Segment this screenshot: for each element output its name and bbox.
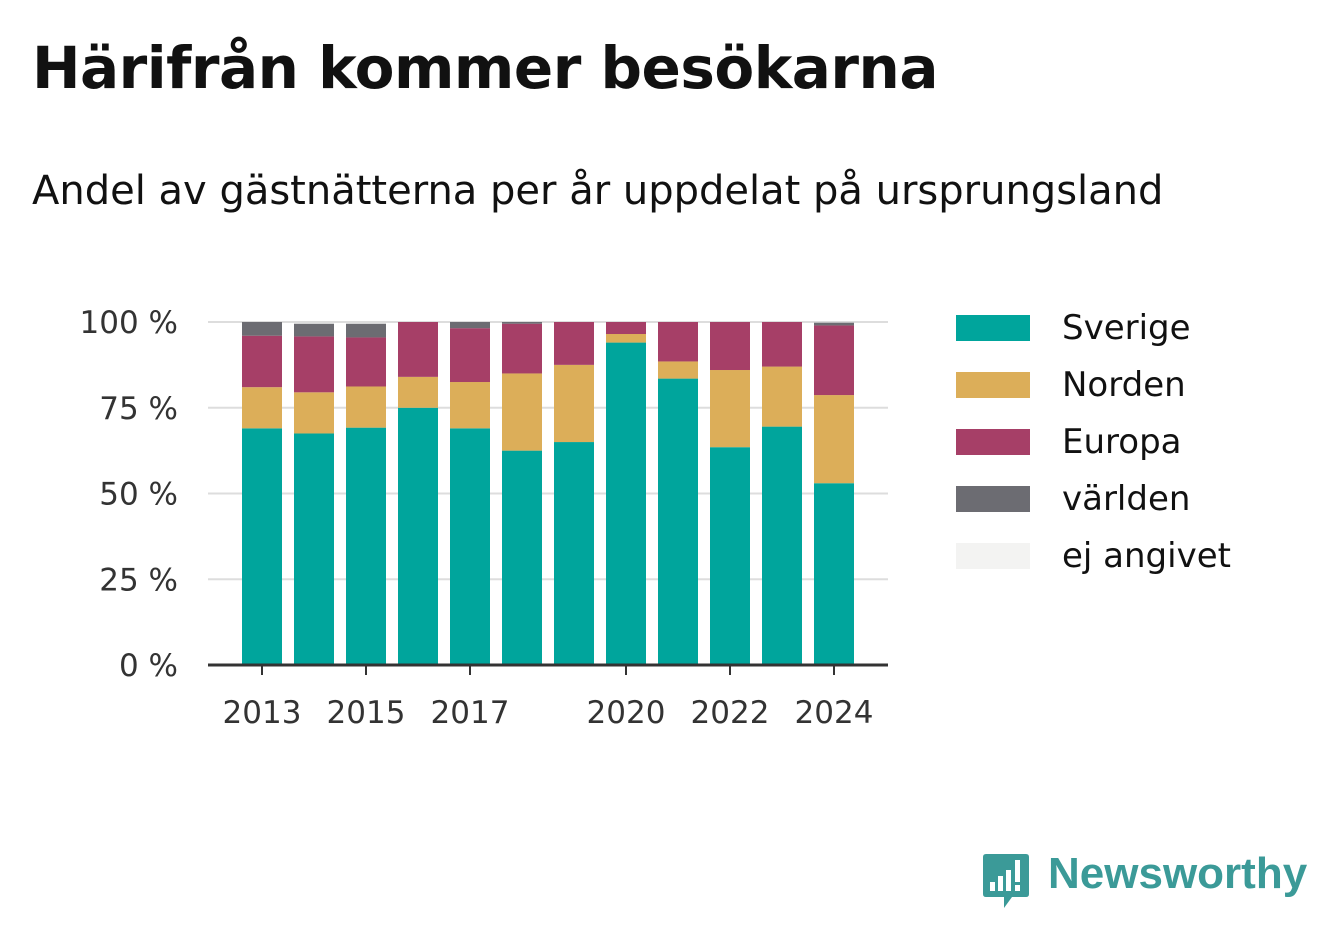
y-tick-label: 75 % [99, 391, 178, 427]
bar-segment-europa-2013 [242, 335, 282, 388]
y-tick-label: 100 % [80, 305, 178, 341]
bar-segment-europa-2022 [710, 322, 750, 371]
bar-segment-europa-2023 [762, 322, 802, 367]
bar-segment-världen-2015 [346, 323, 386, 338]
legend-swatch [956, 315, 1030, 341]
x-tick-label: 2024 [795, 695, 874, 731]
axes: 0 % 25 % 50 % 75 % 100 % 2013 2015 2017 2020 2022… [80, 305, 888, 731]
bar-segment-norden-2017 [450, 382, 490, 429]
x-tick-label: 2020 [587, 695, 666, 731]
legend-swatch [956, 486, 1030, 512]
legend-label: ej angivet [1062, 536, 1231, 576]
legend-label: Sverige [1062, 308, 1191, 348]
bar-segment-sverige-2023 [762, 426, 802, 665]
bar-segment-europa-2024 [814, 325, 854, 396]
bar-segment-norden-2022 [710, 370, 750, 448]
bar-segment-norden-2019 [554, 364, 594, 443]
bar-segment-världen-2024 [814, 322, 854, 326]
bar-segment-europa-2019 [554, 322, 594, 365]
bar-segment-världen-2017 [450, 322, 490, 329]
bar-segment-världen-2018 [502, 322, 542, 324]
bar-segment-europa-2021 [658, 322, 698, 362]
bar-segment-europa-2015 [346, 337, 386, 387]
x-tick-label: 2013 [223, 695, 302, 731]
bars [242, 322, 854, 665]
newsworthy-logo-icon [983, 854, 1029, 908]
bar-segment-världen-2013 [242, 322, 282, 336]
bar-segment-sverige-2022 [710, 447, 750, 665]
bar-segment-norden-2023 [762, 366, 802, 427]
x-tick-label: 2022 [691, 695, 770, 731]
x-tick-label: 2015 [327, 695, 406, 731]
x-tick-label: 2017 [431, 695, 510, 731]
y-tick-label: 25 % [99, 562, 178, 598]
legend-swatch [956, 372, 1030, 398]
bar-segment-norden-2013 [242, 387, 282, 429]
bar-segment-världen-2014 [294, 323, 334, 337]
bar-segment-sverige-2018 [502, 450, 542, 665]
legend-label: Norden [1062, 365, 1186, 405]
bar-segment-sverige-2014 [294, 433, 334, 665]
bar-segment-sverige-2013 [242, 428, 282, 665]
bar-segment-sverige-2024 [814, 483, 854, 665]
legend-label: Europa [1062, 422, 1182, 462]
brand-name: Newsworthy [1048, 849, 1308, 898]
bar-segment-sverige-2019 [554, 442, 594, 665]
legend-label: världen [1062, 479, 1191, 519]
bar-segment-sverige-2017 [450, 428, 490, 665]
bar-segment-norden-2014 [294, 392, 334, 434]
bar-segment-sverige-2015 [346, 427, 386, 665]
bar-segment-europa-2014 [294, 336, 334, 393]
bar-segment-norden-2024 [814, 395, 854, 484]
bar-segment-europa-2018 [502, 323, 542, 374]
legend-swatch [956, 429, 1030, 455]
y-tick-label: 50 % [99, 477, 178, 513]
bar-segment-norden-2018 [502, 373, 542, 451]
bar-segment-sverige-2016 [398, 407, 438, 665]
bar-segment-sverige-2020 [606, 342, 646, 665]
chart-subtitle: Andel av gästnätterna per år uppdelat på… [32, 168, 1164, 214]
bar-segment-norden-2015 [346, 386, 386, 428]
bar-segment-europa-2020 [606, 322, 646, 335]
legend-swatch [956, 543, 1030, 569]
bar-segment-sverige-2021 [658, 378, 698, 665]
bar-segment-norden-2016 [398, 376, 438, 408]
bar-segment-europa-2016 [398, 322, 438, 377]
bar-segment-europa-2017 [450, 328, 490, 383]
chart-title: Härifrån kommer besökarna [32, 34, 938, 102]
y-tick-label: 0 % [119, 648, 178, 684]
bar-segment-norden-2021 [658, 361, 698, 379]
bar-segment-norden-2020 [606, 334, 646, 343]
